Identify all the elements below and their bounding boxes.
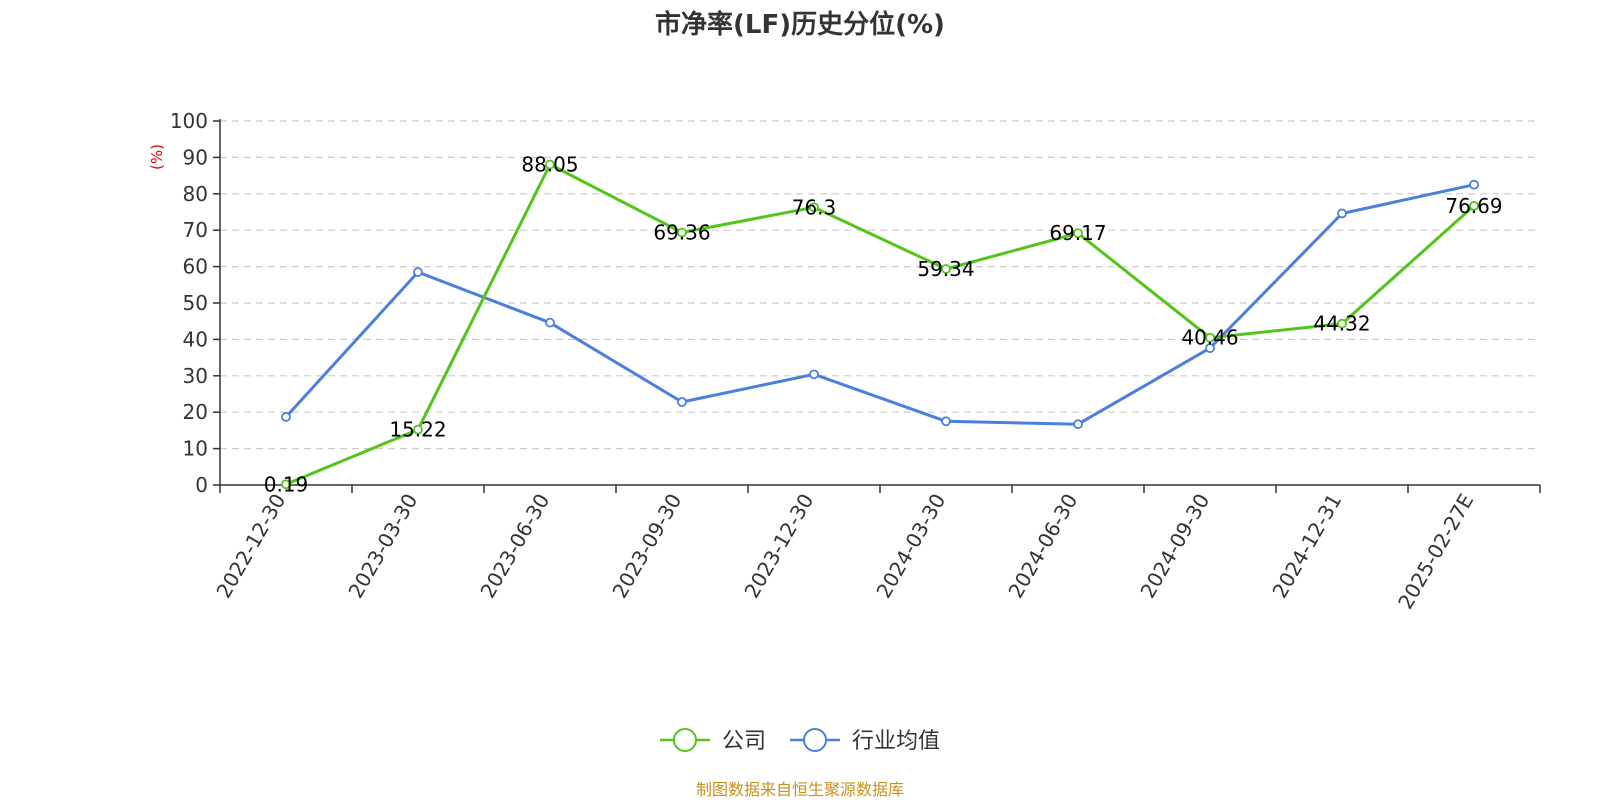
legend-marker bbox=[673, 728, 697, 752]
y-tick-label: 20 bbox=[183, 400, 208, 424]
legend-label: 行业均值 bbox=[852, 729, 940, 754]
series bbox=[281, 159, 1479, 490]
data-point-0 bbox=[413, 424, 423, 435]
x-tick-label: 2023-09-30 bbox=[607, 490, 686, 603]
y-tick-label: 70 bbox=[183, 218, 208, 242]
data-label: 76.3 bbox=[792, 195, 837, 219]
data-point-0 bbox=[941, 264, 951, 274]
x-tick-label: 2024-09-30 bbox=[1135, 490, 1214, 603]
axes: 0 10 20 30 40 50 60 70 80 90 100 2022-12-30 2023-03-… bbox=[170, 109, 1541, 614]
data-label: 76.69 bbox=[1445, 194, 1502, 218]
data-point-0 bbox=[1469, 200, 1479, 211]
data-label: 44.32 bbox=[1313, 312, 1370, 336]
data-point-1 bbox=[1073, 419, 1083, 430]
legend-label: 公司 bbox=[722, 729, 766, 754]
legend-marker bbox=[803, 728, 827, 752]
y-tick-label: 100 bbox=[170, 109, 208, 133]
legend-item-1[interactable]: 行业均值 bbox=[790, 728, 940, 754]
data-point-0 bbox=[809, 202, 819, 213]
y-tick-label: 60 bbox=[183, 255, 208, 279]
data-point-0 bbox=[1205, 332, 1215, 343]
data-point-0 bbox=[281, 479, 291, 490]
data-point-1 bbox=[1469, 179, 1479, 190]
series-line-1 bbox=[284, 183, 1475, 426]
x-tick-label: 2024-03-30 bbox=[871, 490, 950, 603]
series-line-0 bbox=[285, 163, 1475, 486]
x-tick-label: 2022-12-30 bbox=[211, 490, 290, 603]
x-tick-label: 2024-06-30 bbox=[1003, 490, 1082, 603]
data-label: 69.17 bbox=[1049, 221, 1106, 245]
y-tick-label: 10 bbox=[183, 437, 208, 461]
data-label: 40.46 bbox=[1181, 326, 1238, 350]
data-label: 88.05 bbox=[521, 152, 578, 176]
data-point-0 bbox=[545, 159, 555, 170]
data-label: 59.34 bbox=[917, 257, 974, 281]
data-label: 0.19 bbox=[264, 472, 309, 496]
data-label: 15.22 bbox=[389, 418, 446, 442]
x-tick-label: 2024-12-31 bbox=[1267, 490, 1346, 603]
y-tick-label: 30 bbox=[183, 364, 208, 388]
legend-item-0[interactable]: 公司 bbox=[660, 728, 766, 754]
data-point-0 bbox=[677, 227, 687, 238]
legend[interactable]: 公司 行业均值 bbox=[660, 728, 940, 754]
x-tick-label: 2023-12-30 bbox=[739, 490, 818, 603]
data-label: 69.36 bbox=[653, 221, 710, 245]
y-axis-unit: (%) bbox=[148, 144, 166, 170]
x-tick-label: 2025-02-27E bbox=[1393, 490, 1478, 614]
data-labels: 0.19 15.22 88.05 69.36 76.3 59.34 69.17 40.46 44… bbox=[264, 152, 1503, 496]
data-point-1 bbox=[1205, 343, 1215, 354]
data-point-1 bbox=[413, 267, 423, 277]
chart-title: 市净率(LF)历史分位(%) bbox=[655, 9, 945, 40]
x-tick-label: 2023-06-30 bbox=[475, 490, 554, 603]
data-point-0 bbox=[1337, 318, 1347, 329]
data-point-0 bbox=[1073, 228, 1083, 239]
y-tick-label: 90 bbox=[183, 145, 208, 169]
y-tick-label: 50 bbox=[183, 291, 208, 315]
y-tick-label: 80 bbox=[183, 182, 208, 206]
x-tick-label: 2023-03-30 bbox=[343, 490, 422, 603]
data-point-1 bbox=[941, 416, 951, 427]
data-point-1 bbox=[281, 412, 291, 422]
y-tick-label: 40 bbox=[183, 327, 208, 351]
data-point-1 bbox=[809, 369, 819, 380]
data-point-1 bbox=[677, 397, 687, 407]
data-point-1 bbox=[1337, 208, 1347, 219]
grid bbox=[220, 120, 1540, 450]
data-point-1 bbox=[545, 317, 555, 328]
y-tick-label: 0 bbox=[195, 473, 208, 497]
source-note: 制图数据来自恒生聚源数据库 bbox=[696, 780, 904, 799]
